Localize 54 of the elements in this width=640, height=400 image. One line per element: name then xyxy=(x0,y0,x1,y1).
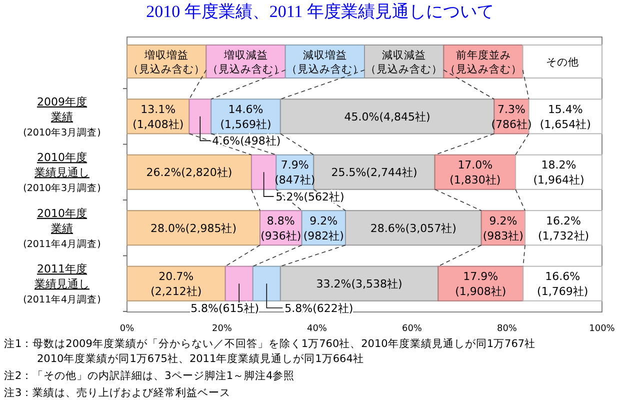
bar xyxy=(224,266,254,302)
data-label: 9.2% (982社) xyxy=(303,214,344,242)
text: 増収増益（見込み含む） xyxy=(128,48,206,76)
y-tick-label: 2011年度業績見通し(2011年4月調査) xyxy=(23,262,101,306)
text: その他 xyxy=(546,56,579,68)
bar xyxy=(515,154,602,190)
data-label: 20.7% (2,212社) xyxy=(150,270,202,298)
data-label: 45.0%(4,845社) xyxy=(344,110,430,124)
data-label: 18.2% (1,964社) xyxy=(533,158,584,187)
y-tick-label: 2010年度業績(2011年4月調査) xyxy=(23,206,101,250)
bar xyxy=(345,210,482,246)
data-label: 25.5%(2,744社) xyxy=(331,166,418,180)
data-label: 7.3% (786社) xyxy=(491,102,532,131)
data-label: 15.4% (1,654社) xyxy=(540,102,591,131)
data-label: 14.6% (1,569社) xyxy=(220,102,272,131)
data-label: 8.8% (936社) xyxy=(260,214,302,242)
data-label: 5.8%(622社) xyxy=(284,302,354,315)
text: 増収減益（見込み含む） xyxy=(207,48,284,76)
data-label: 5.8%(615社) xyxy=(190,302,260,315)
y-tick-label: 2010年度業績見通し(2010年3月調査) xyxy=(23,151,101,194)
bar xyxy=(313,154,436,190)
bar xyxy=(126,266,226,302)
bar xyxy=(126,210,260,246)
text: 減収減益（見込み含む） xyxy=(366,48,443,76)
x-tick-label: 20% xyxy=(212,324,232,334)
bar xyxy=(126,154,252,190)
data-label: 7.9% (847社) xyxy=(274,158,316,187)
data-label: 13.1% (1,408社) xyxy=(132,102,184,131)
data-label: 16.6% (1,769社) xyxy=(537,270,588,298)
x-tick-label: 0% xyxy=(120,324,135,334)
x-tick-label: 80% xyxy=(496,324,518,334)
data-label: 9.2% (983社) xyxy=(482,214,524,242)
data-label: 33.2%(3,538社) xyxy=(316,278,402,291)
text: 前年度並み（見込み含む） xyxy=(444,48,522,76)
text: 注3：業績は、売り上げおよび経常利益ベース xyxy=(4,386,231,399)
bar xyxy=(250,154,277,190)
text: 減収増益（見込み含む） xyxy=(286,48,364,76)
data-label: 4.6%(498社) xyxy=(212,134,281,148)
bar xyxy=(188,98,212,134)
bar xyxy=(280,266,439,302)
x-tick-label: 100% xyxy=(589,324,616,334)
bar xyxy=(252,266,281,302)
chart-title: 2010 年度業績、2011 年度業績見通しについて xyxy=(146,2,494,21)
data-label: 26.2%(2,820社) xyxy=(146,166,232,180)
data-label: 16.2% (1,732社) xyxy=(538,214,590,242)
data-label: 28.0%(2,985社) xyxy=(150,222,237,235)
text: 注1：母数は2009年度業績が「分からない／不回答」を除く1万760社、2010年度業績見通しが同1万767社 2010年度業績が同1万675社、2011年度業績見通しが同1万664社 xyxy=(4,337,536,365)
data-label: 17.9% (1,908社) xyxy=(455,270,506,298)
x-tick-label: 40% xyxy=(306,324,328,334)
x-tick-label: 60% xyxy=(402,324,422,334)
data-label: 17.0% (1,830社) xyxy=(450,158,501,187)
y-tick-label: 2009年度業績(2010年3月調査) xyxy=(23,95,101,138)
data-label: 28.6%(3,057社) xyxy=(370,222,456,235)
text: 注2：「その他」の内訳詳細は、3ページ脚注1～脚注4参照 xyxy=(4,369,295,382)
